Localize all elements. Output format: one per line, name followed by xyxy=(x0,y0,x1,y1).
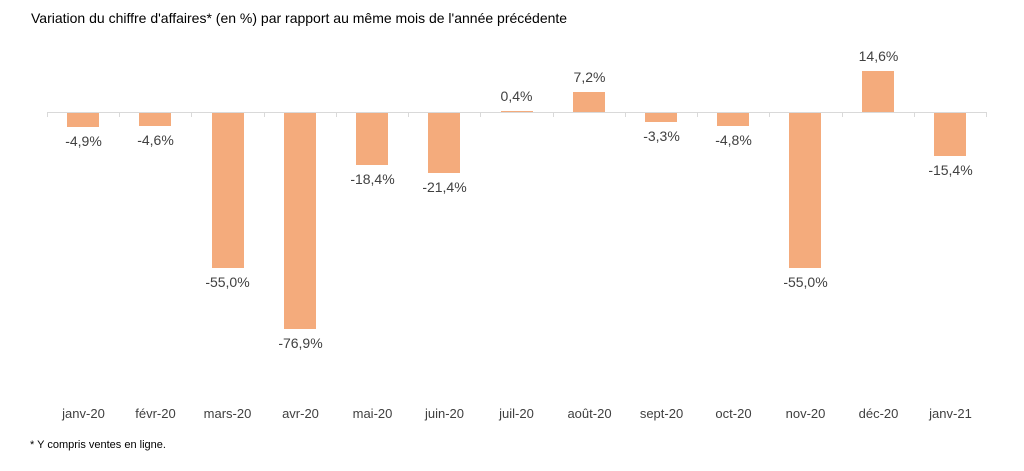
axis-tick xyxy=(769,112,770,117)
data-label: -55,0% xyxy=(783,274,828,290)
axis-tick xyxy=(914,112,915,117)
bar xyxy=(645,113,677,122)
axis-tick xyxy=(986,112,987,117)
bar xyxy=(212,113,244,268)
x-axis-label: juin-20 xyxy=(424,406,465,421)
data-label: 0,4% xyxy=(500,88,533,104)
x-axis-label: janv-20 xyxy=(62,406,105,421)
data-label: -3,3% xyxy=(643,128,680,144)
data-label: 14,6% xyxy=(858,48,899,64)
bar xyxy=(356,113,388,165)
data-label: -55,0% xyxy=(205,274,250,290)
bar xyxy=(789,113,821,268)
x-axis-label: nov-20 xyxy=(785,406,826,421)
footnote: * Y compris ventes en ligne. xyxy=(30,439,166,451)
x-axis-label: mai-20 xyxy=(352,406,393,421)
data-label: -76,9% xyxy=(278,335,323,351)
x-axis-label: févr-20 xyxy=(135,406,176,421)
axis-tick xyxy=(119,112,120,117)
bar xyxy=(139,113,171,126)
axis-tick xyxy=(336,112,337,117)
axis-tick xyxy=(842,112,843,117)
x-axis-label: août-20 xyxy=(567,406,612,421)
x-axis-label: sept-20 xyxy=(639,406,684,421)
bar xyxy=(284,113,316,329)
bar xyxy=(428,113,460,173)
bar xyxy=(67,113,99,127)
axis-tick xyxy=(47,112,48,117)
x-axis-label: mars-20 xyxy=(203,406,252,421)
x-axis-label: avr-20 xyxy=(282,406,319,421)
chart-title: Variation du chiffre d'affaires* (en %) … xyxy=(31,10,568,26)
bar xyxy=(862,70,894,112)
data-label: -21,4% xyxy=(422,179,467,195)
axis-tick xyxy=(625,112,626,117)
data-label: -4,6% xyxy=(137,132,174,148)
x-axis-label: déc-20 xyxy=(858,406,899,421)
bar xyxy=(501,110,533,112)
data-label: -4,9% xyxy=(65,133,102,149)
bar xyxy=(717,113,749,126)
axis-tick xyxy=(553,112,554,117)
bar xyxy=(573,91,605,112)
axis-tick xyxy=(408,112,409,117)
x-axis-label: janv-21 xyxy=(929,406,972,421)
x-axis-label: oct-20 xyxy=(715,406,752,421)
bar xyxy=(934,113,966,156)
data-label: -4,8% xyxy=(715,132,752,148)
axis-tick xyxy=(191,112,192,117)
axis-tick xyxy=(264,112,265,117)
axis-tick xyxy=(697,112,698,117)
data-label: 7,2% xyxy=(573,69,606,85)
data-label: -15,4% xyxy=(928,162,973,178)
data-label: -18,4% xyxy=(350,171,395,187)
x-axis-line xyxy=(47,112,986,113)
x-axis-label: juil-20 xyxy=(499,406,534,421)
axis-tick xyxy=(480,112,481,117)
